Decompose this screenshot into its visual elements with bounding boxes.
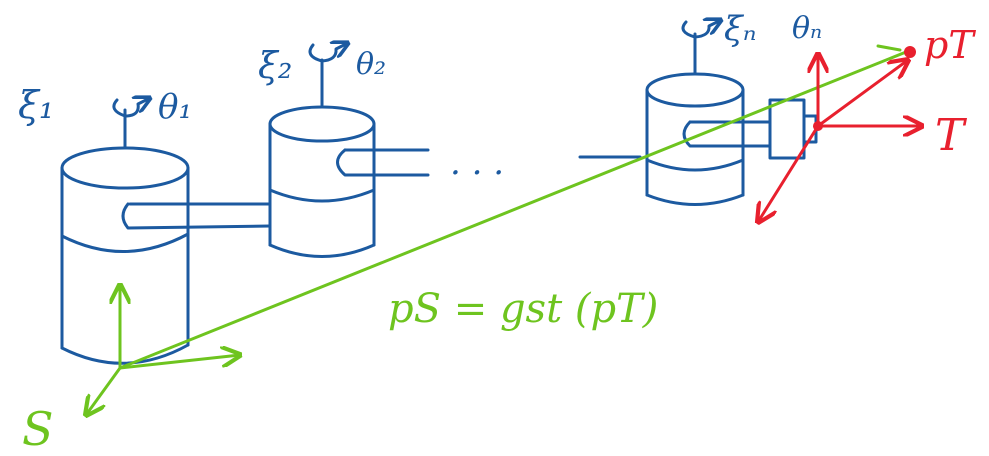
frame-t-to-point-vector bbox=[816, 60, 908, 128]
position-vector-tick bbox=[876, 44, 902, 52]
frame-s-x-axis bbox=[86, 366, 122, 415]
joint-2-cylinder bbox=[268, 58, 376, 258]
point-pt bbox=[904, 46, 916, 58]
manipulator bbox=[60, 20, 818, 365]
joint-2-angle-label: θ₂ bbox=[356, 47, 386, 82]
tool-frame-origin bbox=[813, 121, 823, 131]
point-pt-label: pT bbox=[924, 23, 976, 67]
joint-1-angle-label: θ₁ bbox=[158, 87, 192, 127]
rotation-arrow-icon-2 bbox=[308, 43, 348, 63]
link-2 bbox=[336, 148, 430, 177]
rotation-arrow-icon-n bbox=[681, 20, 721, 39]
joint-1-cylinder bbox=[60, 108, 190, 365]
joint-n-twist-label: ξₙ bbox=[724, 9, 757, 49]
equation-label: pS = gst (pT) bbox=[388, 286, 658, 332]
joint-2-twist-label: ξ₂ bbox=[258, 46, 292, 87]
link-n bbox=[682, 120, 772, 148]
frame-s-y-axis bbox=[118, 355, 240, 370]
frame-s-label: S bbox=[22, 402, 54, 451]
frame-t-label: T bbox=[935, 110, 968, 161]
joint-n-cylinder bbox=[645, 32, 745, 206]
spatial-frame-s bbox=[86, 285, 240, 415]
rotation-arrow-icon-1 bbox=[112, 98, 150, 118]
link-1 bbox=[121, 202, 272, 230]
end-effector bbox=[768, 98, 818, 160]
tool-frame-t bbox=[758, 54, 922, 222]
ellipsis-label: . . . bbox=[450, 143, 504, 183]
joint-1-twist-label: ξ₁ bbox=[18, 83, 54, 127]
position-vector-line bbox=[118, 50, 908, 370]
joint-n-angle-label: θₙ bbox=[792, 11, 822, 46]
frame-t-y-axis bbox=[758, 124, 820, 222]
